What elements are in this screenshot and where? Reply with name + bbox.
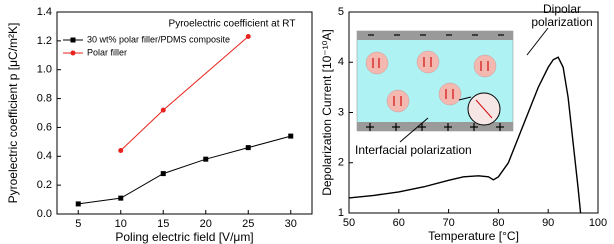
- annotation-line: Interfacial polarization: [355, 143, 472, 157]
- point: [203, 157, 208, 162]
- figure: 510152025300.00.20.40.60.81.01.21.4Polin…: [0, 0, 614, 244]
- x-tick-label: 70: [442, 217, 454, 229]
- x-tick-label: 25: [242, 218, 254, 230]
- x-tick-label: 100: [589, 217, 607, 229]
- series-line: [78, 136, 291, 204]
- legend-label: Polar filler: [87, 47, 127, 57]
- y-tick-label: 4: [338, 56, 344, 68]
- annotation-line: Dipolar: [543, 2, 581, 16]
- x-axis-label: Poling electric field [V/μm]: [115, 230, 253, 244]
- x-tick-label: 5: [75, 218, 81, 230]
- y-axis-label: Depolarization Current [10⁻¹⁰A]: [320, 29, 334, 196]
- annotation-line: polarization: [531, 15, 592, 29]
- annotation: Interfacial polarization: [355, 143, 472, 157]
- point: [246, 145, 251, 150]
- y-axis-label: Pyroelectric coefficient p [μC/m²K]: [6, 23, 20, 204]
- annotation-arrow: [527, 28, 548, 55]
- point: [118, 196, 123, 201]
- x-tick-label: 30: [285, 218, 297, 230]
- x-tick-label: 90: [542, 217, 554, 229]
- point: [76, 201, 81, 206]
- chart-title: Pyroelectric coefficient at RT: [169, 19, 296, 30]
- y-tick-label: 0.8: [37, 92, 52, 104]
- x-tick-label: 50: [343, 217, 355, 229]
- y-tick-label: 3: [338, 106, 344, 118]
- y-tick-label: 5: [338, 6, 344, 18]
- point: [161, 108, 166, 113]
- y-tick-label: 0.4: [37, 150, 52, 162]
- point: [288, 134, 293, 139]
- legend-marker: [71, 51, 76, 56]
- legend-label: 30 wt% polar filler/PDMS composite: [87, 34, 230, 44]
- x-tick-label: 20: [200, 218, 212, 230]
- y-tick-label: 2: [338, 157, 344, 169]
- y-tick-label: 1.0: [37, 64, 52, 76]
- y-tick-label: 0.2: [37, 179, 52, 191]
- point: [118, 148, 123, 153]
- y-tick-label: 1.4: [37, 6, 52, 18]
- y-tick-label: 0.0: [37, 208, 52, 220]
- x-tick-label: 60: [393, 217, 405, 229]
- x-tick-label: 10: [115, 218, 127, 230]
- y-tick-label: 1.2: [37, 35, 52, 47]
- x-axis-label: Temperature [°C]: [428, 229, 519, 243]
- x-tick-label: 15: [157, 218, 169, 230]
- point: [246, 34, 251, 39]
- point: [161, 171, 166, 176]
- legend-marker: [71, 38, 76, 43]
- inset-diagram: [357, 31, 513, 131]
- x-tick-label: 80: [492, 217, 504, 229]
- y-tick-label: 0.6: [37, 121, 52, 133]
- y-tick-label: 1: [338, 207, 344, 219]
- series-line: [121, 37, 249, 151]
